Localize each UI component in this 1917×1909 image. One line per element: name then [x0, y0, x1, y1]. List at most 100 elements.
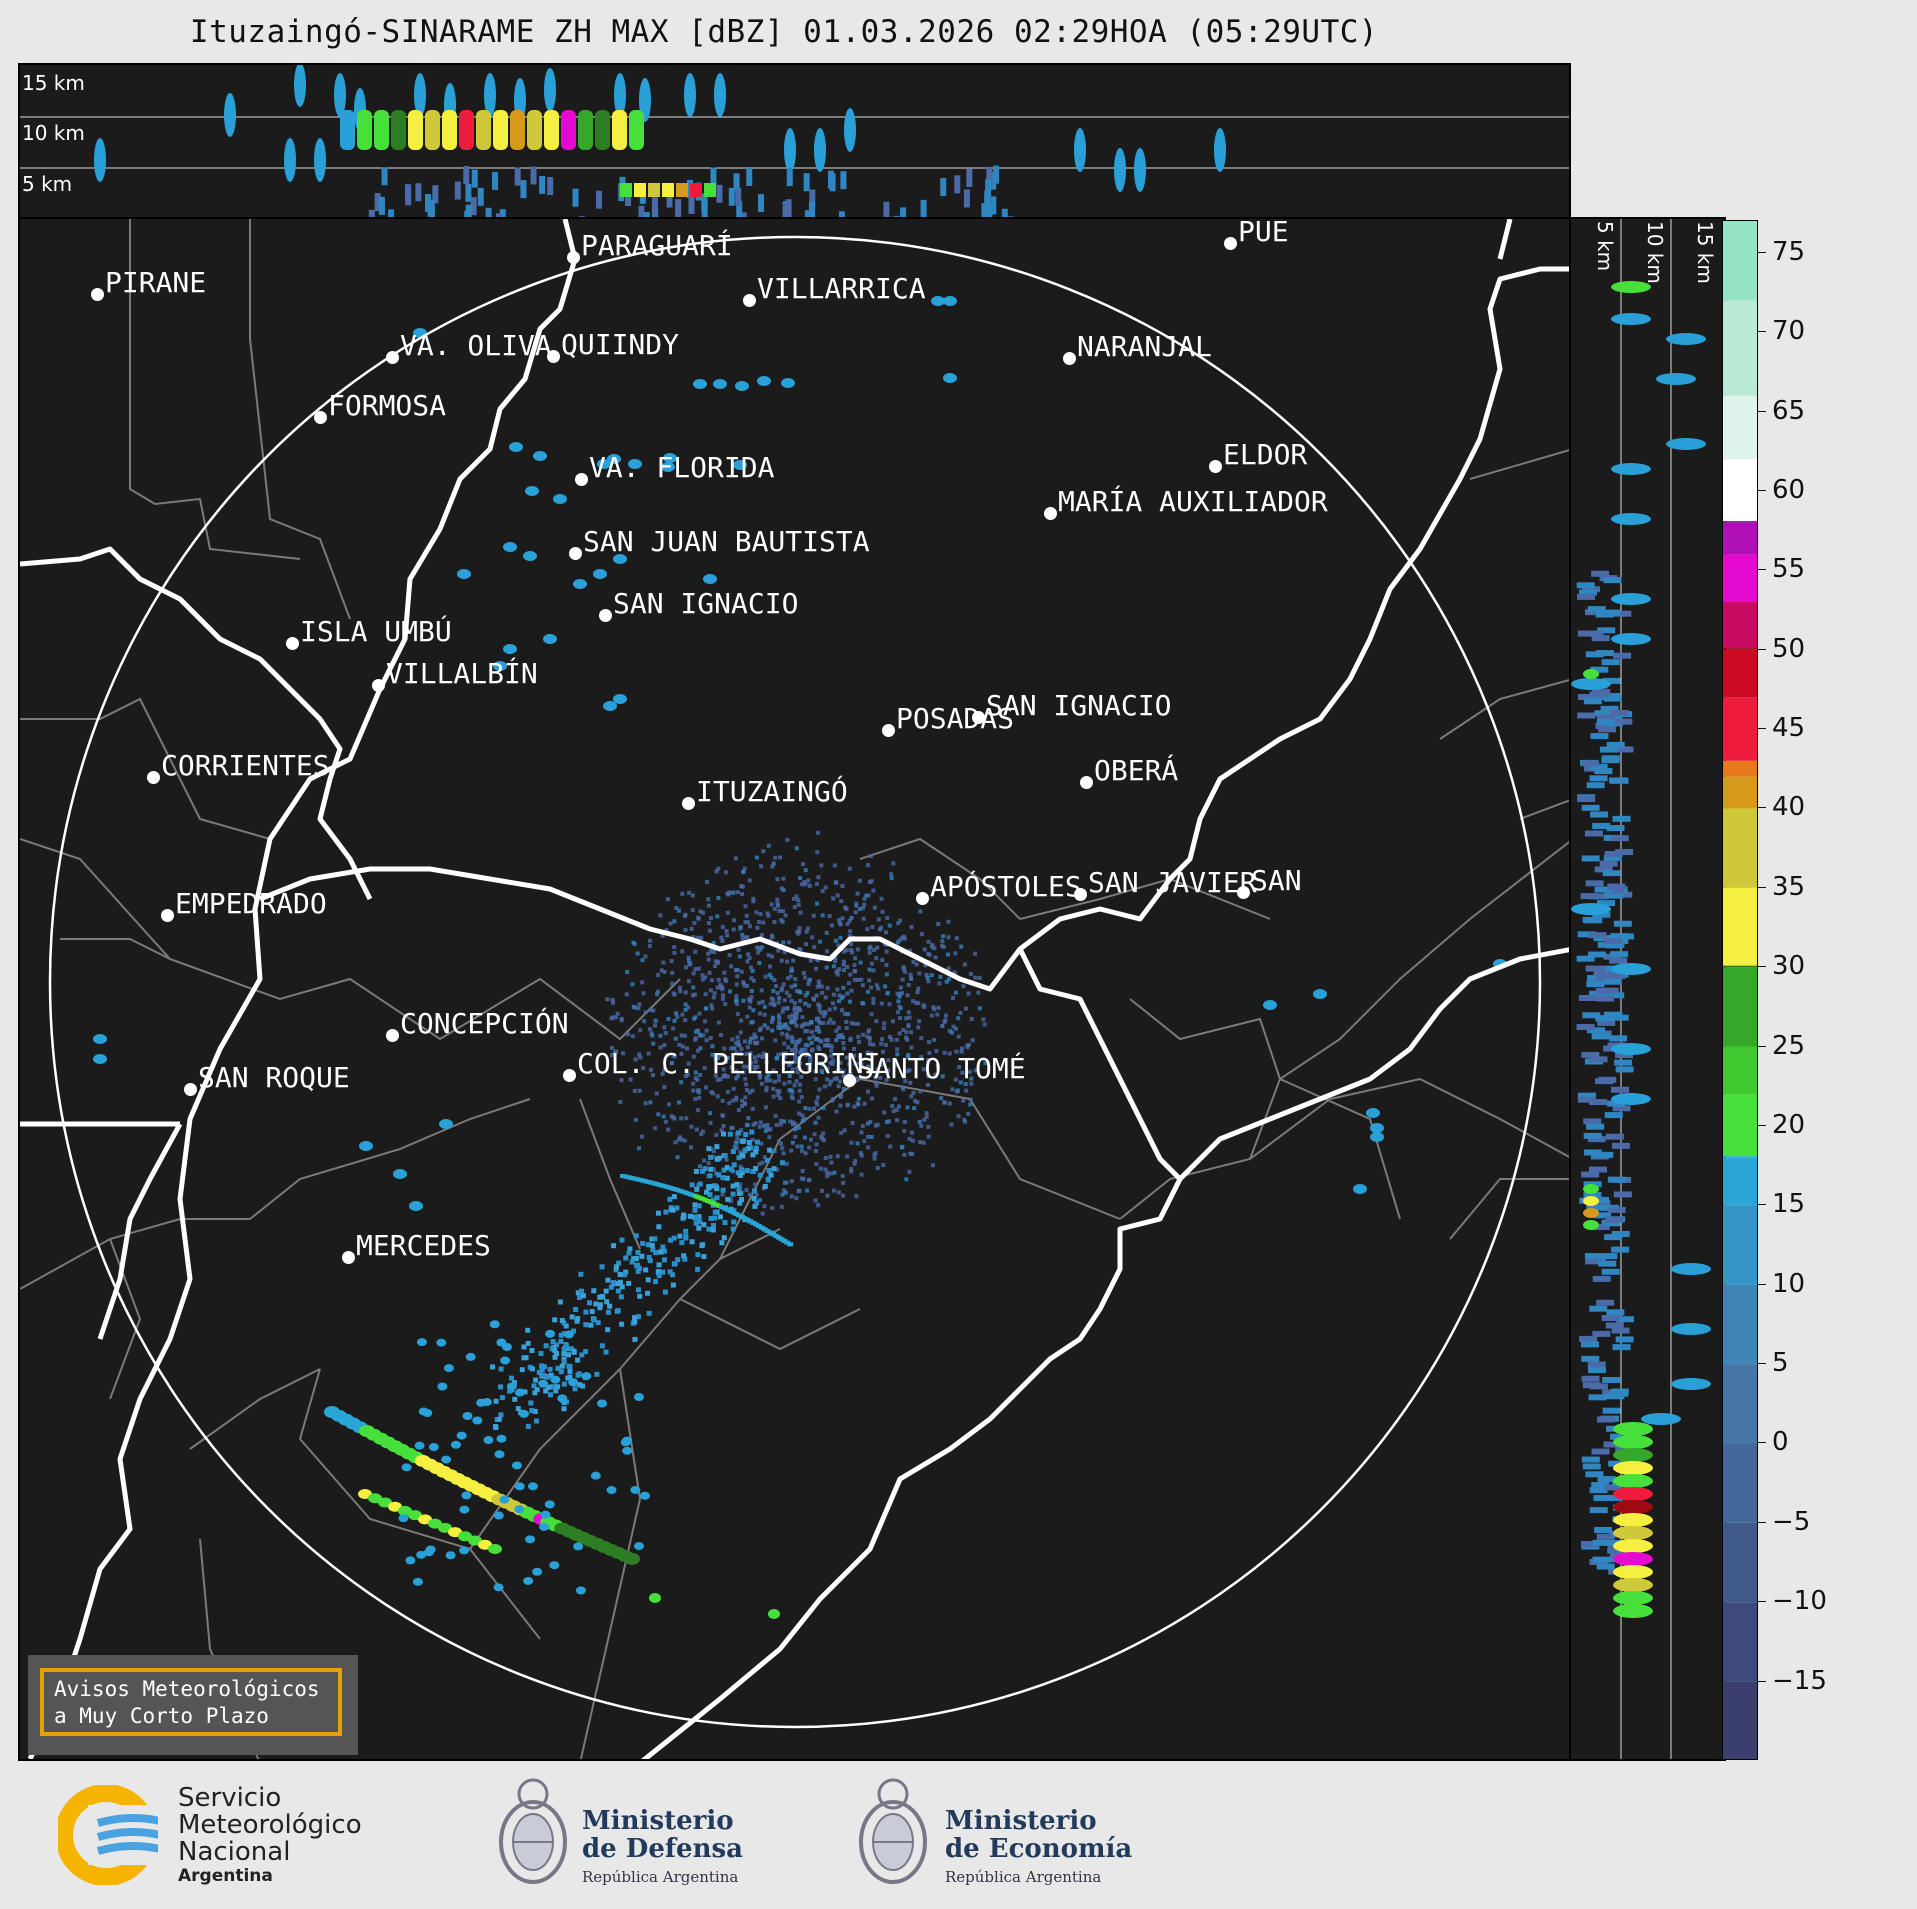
echo-pixel [596, 190, 603, 209]
echo-pixel [693, 1070, 698, 1075]
echo-pixel [751, 978, 756, 983]
echo-pixel [823, 1155, 828, 1160]
colorbar-segment [1723, 1681, 1757, 1759]
echo-cell [416, 1338, 427, 1347]
echo-pixel [1584, 609, 1603, 616]
echo-cell [391, 110, 406, 150]
echo-pixel [837, 999, 842, 1004]
echo-pixel [1579, 1335, 1598, 1342]
colorbar-tick: 30 [1758, 951, 1820, 981]
echo-pixel [932, 1007, 937, 1012]
city-label: OBERÁ [1094, 754, 1179, 787]
colorbar-tick: 75 [1758, 237, 1820, 267]
echo-pixel [766, 1073, 771, 1078]
echo-cell [1611, 1093, 1651, 1105]
echo-pixel [750, 1152, 756, 1158]
echo-pixel [740, 892, 745, 897]
echo-pixel [615, 1288, 621, 1294]
echo-pixel [653, 1250, 659, 1256]
echo-pixel [695, 1266, 701, 1272]
echo-pixel [578, 216, 585, 217]
echo-pixel [609, 1016, 614, 1021]
echo-pixel [555, 1384, 561, 1390]
warning-link[interactable]: Avisos Meteorológicos a Muy Corto Plazo [40, 1668, 342, 1736]
city-marker [599, 609, 612, 622]
echo-pixel [752, 1068, 757, 1073]
echo-pixel [986, 166, 993, 185]
echo-pixel [857, 878, 862, 883]
echo-pixel [806, 1022, 811, 1027]
echo-pixel [706, 897, 711, 902]
echo-pixel [825, 1174, 830, 1179]
echo-pixel [953, 1026, 958, 1031]
echo-pixel [691, 1088, 696, 1093]
echo-cell [340, 110, 355, 150]
echo-pixel [954, 1049, 959, 1054]
echo-pixel [651, 1073, 656, 1078]
echo-pixel [667, 1196, 673, 1202]
echo-pixel [854, 1194, 859, 1199]
echo-pixel [798, 1061, 803, 1066]
city-label: QUIINDY [561, 328, 680, 361]
city-label: CORRIENTES [161, 749, 330, 782]
echo-pixel [1593, 970, 1612, 977]
echo-pixel [708, 1166, 714, 1172]
echo-pixel [881, 1026, 886, 1031]
echo-pixel [797, 926, 802, 931]
echo-pixel [793, 1042, 798, 1047]
radar-echoes [93, 296, 1507, 1619]
echo-pixel [603, 1349, 609, 1355]
city-marker [567, 251, 580, 264]
warning-box[interactable]: Avisos Meteorológicos a Muy Corto Plazo [28, 1655, 358, 1755]
echo-cell [595, 110, 610, 150]
echo-pixel [853, 910, 858, 915]
city-label: MERCEDES [356, 1229, 491, 1262]
echo-pixel [739, 1128, 744, 1133]
echo-pixel [924, 1111, 929, 1116]
echo-pixel [780, 1146, 785, 1151]
echo-cell [597, 1399, 608, 1408]
echo-pixel [1589, 1099, 1608, 1106]
colorbar-segment [1723, 887, 1757, 966]
echo-pixel [745, 1122, 750, 1127]
echo-pixel [689, 1239, 695, 1245]
echo-cell [1571, 678, 1611, 690]
echo-cell [624, 1552, 640, 1565]
echo-pixel [823, 1167, 828, 1172]
echo-pixel [805, 991, 810, 996]
echo-pixel [770, 864, 775, 869]
echo-pixel [689, 926, 694, 931]
echo-pixel [1582, 1382, 1601, 1389]
echo-pixel [823, 1038, 828, 1043]
echo-pixel [764, 1157, 770, 1163]
echo-pixel [742, 1148, 748, 1154]
echo-pixel [637, 1052, 642, 1057]
echo-pixel [817, 1038, 822, 1043]
echo-pixel [827, 170, 834, 189]
echo-pixel [847, 933, 852, 938]
echo-pixel [628, 1077, 633, 1082]
echo-pixel [807, 1003, 812, 1008]
echo-pixel [716, 895, 721, 900]
echo-pixel [855, 1021, 860, 1026]
echo-pixel [865, 1121, 870, 1126]
echo-pixel [683, 1002, 688, 1007]
echo-pixel [743, 1076, 748, 1081]
radar-map-panel[interactable]: PIRANE PARAGUARÍ VILLARRICA VA. OLIVA QUIIND… [18, 217, 1571, 1761]
echo-pixel [909, 925, 914, 930]
echo-pixel [465, 204, 472, 217]
echo-pixel [539, 1363, 545, 1369]
echo-pixel [1592, 1200, 1611, 1207]
echo-pixel [816, 1026, 821, 1031]
echo-pixel [764, 1085, 769, 1090]
colorbar-segment [1723, 965, 1757, 968]
echo-pixel [752, 1064, 757, 1069]
echo-cell [94, 138, 106, 182]
echo-pixel [893, 1097, 898, 1102]
echo-pixel [653, 1126, 658, 1131]
echo-cell [459, 110, 474, 150]
city-label: SAN JAVIER [1088, 866, 1257, 899]
echo-pixel [961, 1098, 966, 1103]
echo-pixel [889, 872, 894, 877]
echo-cell [768, 1609, 780, 1619]
